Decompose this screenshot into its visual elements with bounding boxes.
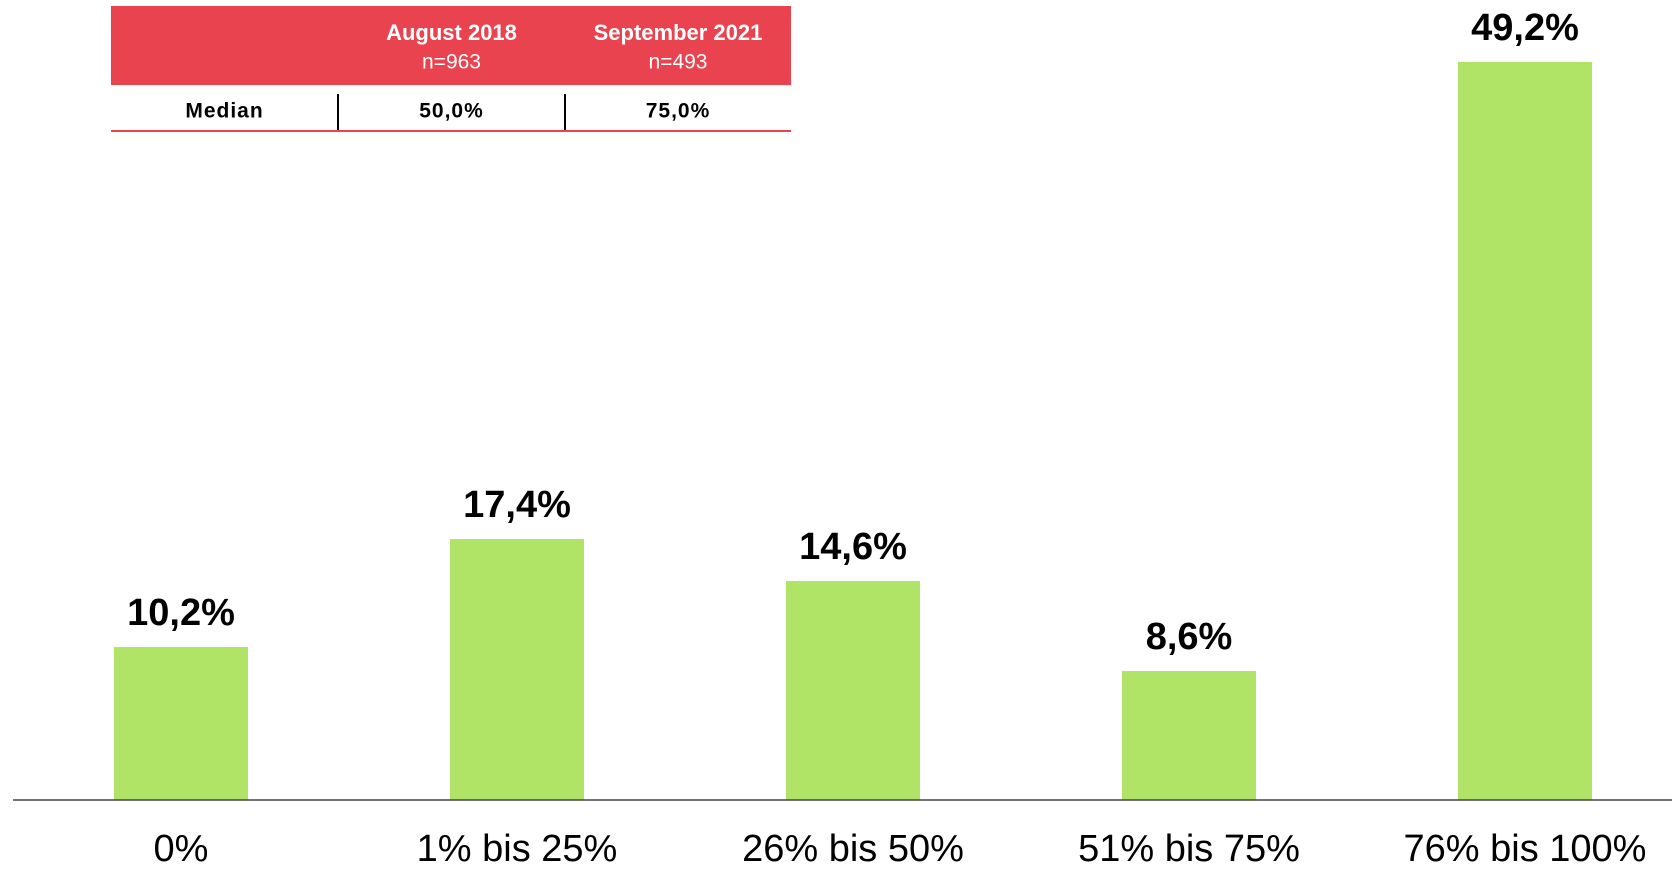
table-header <box>111 6 791 85</box>
summary-table: August 2018 n=963 September 2021 n=493 Media… <box>111 6 791 132</box>
column-title: August 2018 <box>386 20 517 45</box>
value-label: 17,4% <box>463 484 571 526</box>
bar <box>1122 671 1256 800</box>
table-cell: Median <box>185 100 263 123</box>
column-n: n=493 <box>649 51 708 74</box>
bar <box>114 647 248 800</box>
table-cell: 50,0% <box>419 100 484 123</box>
x-tick-label: 0% <box>154 828 209 870</box>
x-tick-label: 26% bis 50% <box>742 828 964 870</box>
value-label: 49,2% <box>1471 7 1579 49</box>
bar <box>786 581 920 800</box>
x-tick-label: 1% bis 25% <box>417 828 618 870</box>
bar <box>450 539 584 800</box>
bar <box>1458 62 1592 800</box>
table-cell: 75,0% <box>646 100 711 123</box>
column-title: September 2021 <box>594 20 763 45</box>
column-n: n=963 <box>422 51 481 74</box>
x-tick-label: 76% bis 100% <box>1404 828 1647 870</box>
value-label: 8,6% <box>1146 616 1233 658</box>
value-label: 10,2% <box>127 592 235 634</box>
value-label: 14,6% <box>799 526 907 568</box>
x-tick-label: 51% bis 75% <box>1078 828 1300 870</box>
